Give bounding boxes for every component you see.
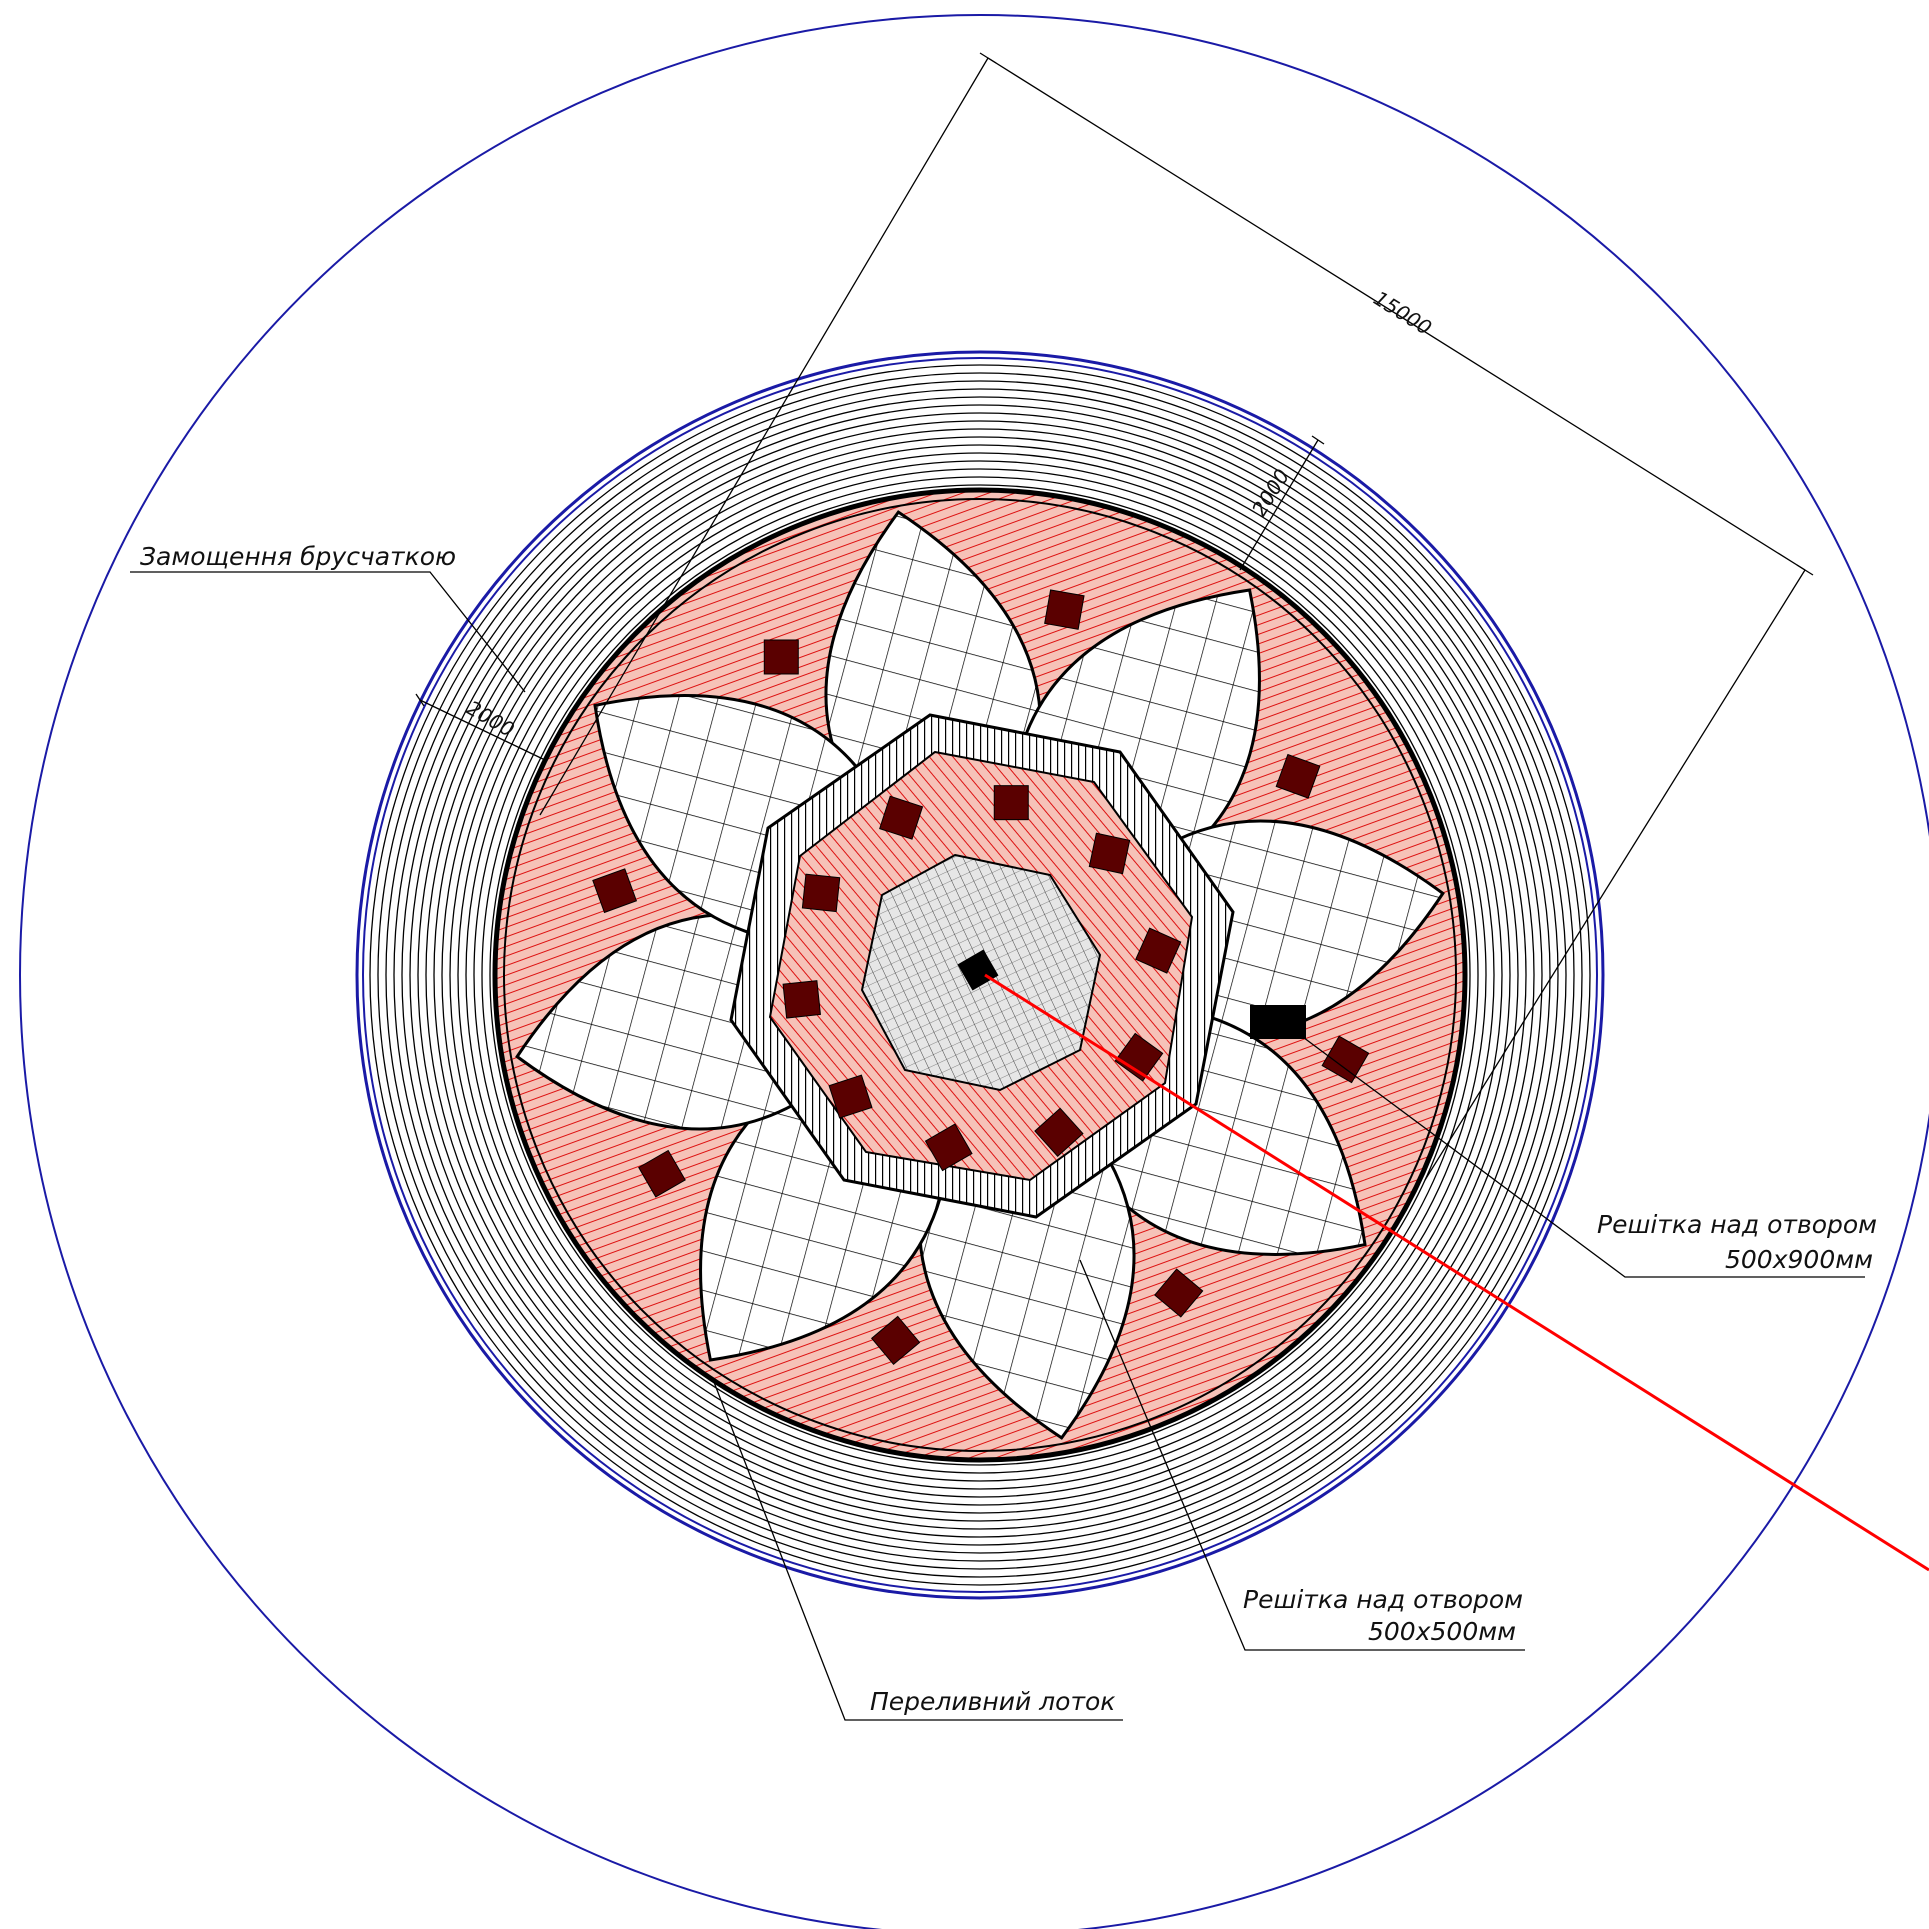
leader-grate-500x500: [1079, 1259, 1525, 1651]
paving-ring-line: [369, 364, 1591, 1586]
label-paving: Замощення брусчаткою: [140, 542, 456, 571]
grate-500x500: [828, 1074, 873, 1119]
dimension-ring-right: [1239, 435, 1325, 571]
grate-500x500: [1321, 1035, 1370, 1084]
paving-ring-line: [409, 404, 1551, 1546]
paving-ring-line: [425, 420, 1535, 1530]
dimension-overall-value: 15000: [1369, 286, 1436, 340]
grate-500x500: [801, 873, 841, 913]
label-grate-500x500-line2: 500x500мм: [1368, 1617, 1516, 1646]
grate-500x900: [1250, 1005, 1306, 1039]
grate-500x500: [638, 1149, 686, 1198]
paving-ring-line: [385, 380, 1575, 1570]
grate-500x500: [1275, 753, 1321, 799]
paving-ring-line: [481, 476, 1479, 1474]
paving-ring-line: [417, 412, 1543, 1538]
label-grate-500x500-line1: Решітка над отвором: [1243, 1585, 1523, 1614]
grate-500x500: [924, 1123, 973, 1172]
petal-paving: [918, 1158, 1136, 1440]
dimension-ring-left-value: 2000: [463, 696, 519, 742]
paving-ring-line: [489, 484, 1471, 1466]
paving-ring-line: [401, 396, 1559, 1554]
paving-ring-line: [433, 428, 1527, 1522]
petal-paving: [515, 913, 797, 1131]
dimension-overall: [539, 52, 1814, 1181]
paving-outer-edge: [355, 350, 1605, 1600]
paving-ring-line: [393, 388, 1567, 1562]
grate-500x500: [1154, 1268, 1204, 1318]
label-grate-500x900-line2: 500x900мм: [1725, 1245, 1873, 1274]
central-grate: [957, 949, 999, 991]
paving-ring-line: [441, 436, 1519, 1514]
red-pointer-line: [984, 973, 1929, 1572]
dimension-ring-left: [415, 693, 546, 761]
grate-500x500: [592, 868, 638, 914]
grate-500x500: [879, 795, 924, 840]
grate-500x500: [782, 980, 821, 1019]
paving-ring-line: [465, 460, 1495, 1490]
label-grate-500x900-line1: Решітка над отвором: [1597, 1210, 1877, 1239]
outer-boundary-circle: [19, 14, 1929, 1929]
leader-overflow-tray: [711, 1376, 1123, 1721]
paving-ring-line: [457, 452, 1503, 1498]
paving-rings: [369, 364, 1591, 1586]
grate-500x500: [870, 1315, 921, 1366]
grate-500x500: [1044, 589, 1085, 630]
paving-ring-line: [449, 444, 1511, 1506]
grate-500x500: [1135, 927, 1182, 974]
leader-paving: [130, 571, 526, 693]
grate-500x500: [1034, 1107, 1084, 1158]
paving-ring-line: [377, 372, 1583, 1578]
grate-500x500: [763, 639, 799, 675]
leader-grate-500x900: [1279, 1019, 1865, 1278]
grate-500x500: [993, 785, 1029, 821]
label-overflow-tray: Переливний лоток: [870, 1687, 1115, 1716]
grate-500x500: [1088, 832, 1131, 875]
grate-group: [592, 589, 1370, 1366]
paving-ring-line: [473, 468, 1487, 1482]
grate-500x500: [1114, 1032, 1164, 1082]
petal-paving: [824, 510, 1042, 792]
